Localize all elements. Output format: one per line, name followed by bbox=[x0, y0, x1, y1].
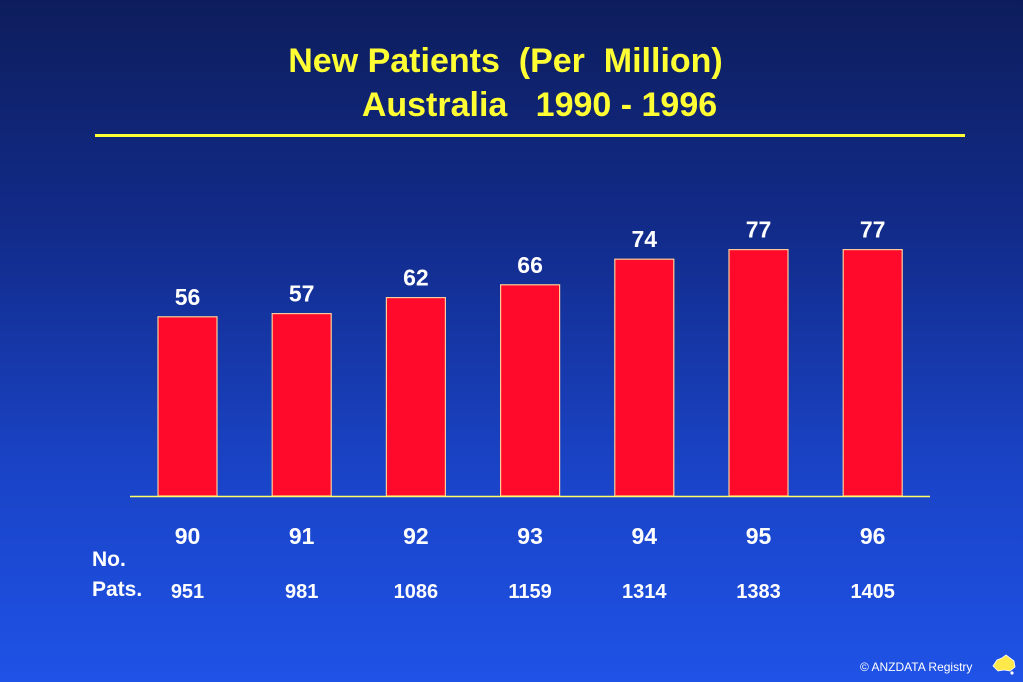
bar-value-label: 77 bbox=[746, 217, 772, 243]
x-tick-label: 96 bbox=[860, 523, 886, 549]
bar-90 bbox=[157, 316, 218, 497]
patient-count-label: 951 bbox=[171, 581, 204, 603]
x-tick-label: 93 bbox=[517, 523, 543, 549]
x-tick-label: 92 bbox=[403, 523, 429, 549]
bar-91 bbox=[271, 313, 332, 497]
title-underline bbox=[95, 134, 965, 137]
chart-title-line2: Australia 1990 - 1996 bbox=[361, 86, 718, 124]
x-tick-label: 95 bbox=[746, 523, 772, 549]
patient-count-label: 1086 bbox=[394, 581, 439, 603]
patient-count-label: 981 bbox=[285, 581, 318, 603]
patient-count-label: 1405 bbox=[850, 581, 895, 603]
bar-value-label: 57 bbox=[289, 281, 315, 307]
row-label-no: No. bbox=[92, 548, 126, 571]
bar-value-label: 74 bbox=[632, 226, 658, 252]
chart-title-line1: New Patients (Per Million) bbox=[288, 42, 723, 80]
bar-95 bbox=[728, 249, 789, 497]
bar-96 bbox=[842, 249, 903, 497]
registry-logo-icon bbox=[992, 654, 1016, 675]
patient-count-label: 1159 bbox=[508, 581, 551, 603]
x-tick-label: 90 bbox=[175, 523, 201, 549]
row-label-pats: Pats. bbox=[92, 578, 143, 601]
bar-92 bbox=[385, 297, 446, 497]
bar-value-label: 77 bbox=[860, 217, 886, 243]
patient-count-label: 1314 bbox=[622, 581, 667, 603]
bar-value-label: 56 bbox=[175, 284, 201, 310]
bar-value-label: 66 bbox=[517, 252, 543, 278]
bar-93 bbox=[500, 284, 561, 497]
x-tick-label: 91 bbox=[289, 523, 315, 549]
copyright-text: © ANZDATA Registry bbox=[860, 660, 973, 674]
patient-count-label: 1383 bbox=[736, 581, 781, 603]
bar-value-label: 62 bbox=[403, 265, 429, 291]
x-tick-label: 94 bbox=[632, 523, 658, 549]
bar-94 bbox=[614, 258, 675, 497]
